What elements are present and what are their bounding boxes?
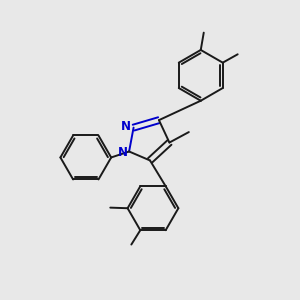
Text: N: N bbox=[121, 120, 131, 133]
Text: N: N bbox=[118, 146, 128, 160]
